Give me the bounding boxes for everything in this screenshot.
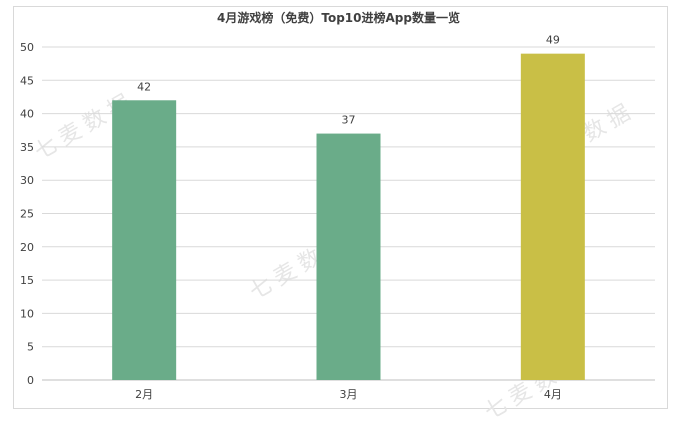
y-tick-label: 5 xyxy=(27,341,34,354)
y-tick-label: 0 xyxy=(27,374,34,387)
y-tick-label: 25 xyxy=(20,208,34,221)
data-label: 42 xyxy=(137,80,151,93)
x-tick-label: 2月 xyxy=(135,388,153,401)
y-tick-label: 30 xyxy=(20,174,34,187)
data-label: 49 xyxy=(546,34,560,47)
y-tick-label: 45 xyxy=(20,74,34,87)
y-tick-label: 40 xyxy=(20,108,34,121)
bar xyxy=(316,133,381,380)
y-tick-label: 10 xyxy=(20,307,34,320)
x-tick-label: 3月 xyxy=(340,388,358,401)
y-tick-label: 50 xyxy=(20,41,34,54)
chart-title: 4月游戏榜（免费）Top10进榜App数量一览 xyxy=(217,11,460,25)
y-tick-label: 15 xyxy=(20,274,34,287)
data-label: 37 xyxy=(342,114,356,127)
y-tick-label: 35 xyxy=(20,141,34,154)
y-tick-label: 20 xyxy=(20,241,34,254)
bar xyxy=(112,100,177,380)
x-tick-label: 4月 xyxy=(544,388,562,401)
bar xyxy=(520,53,585,380)
